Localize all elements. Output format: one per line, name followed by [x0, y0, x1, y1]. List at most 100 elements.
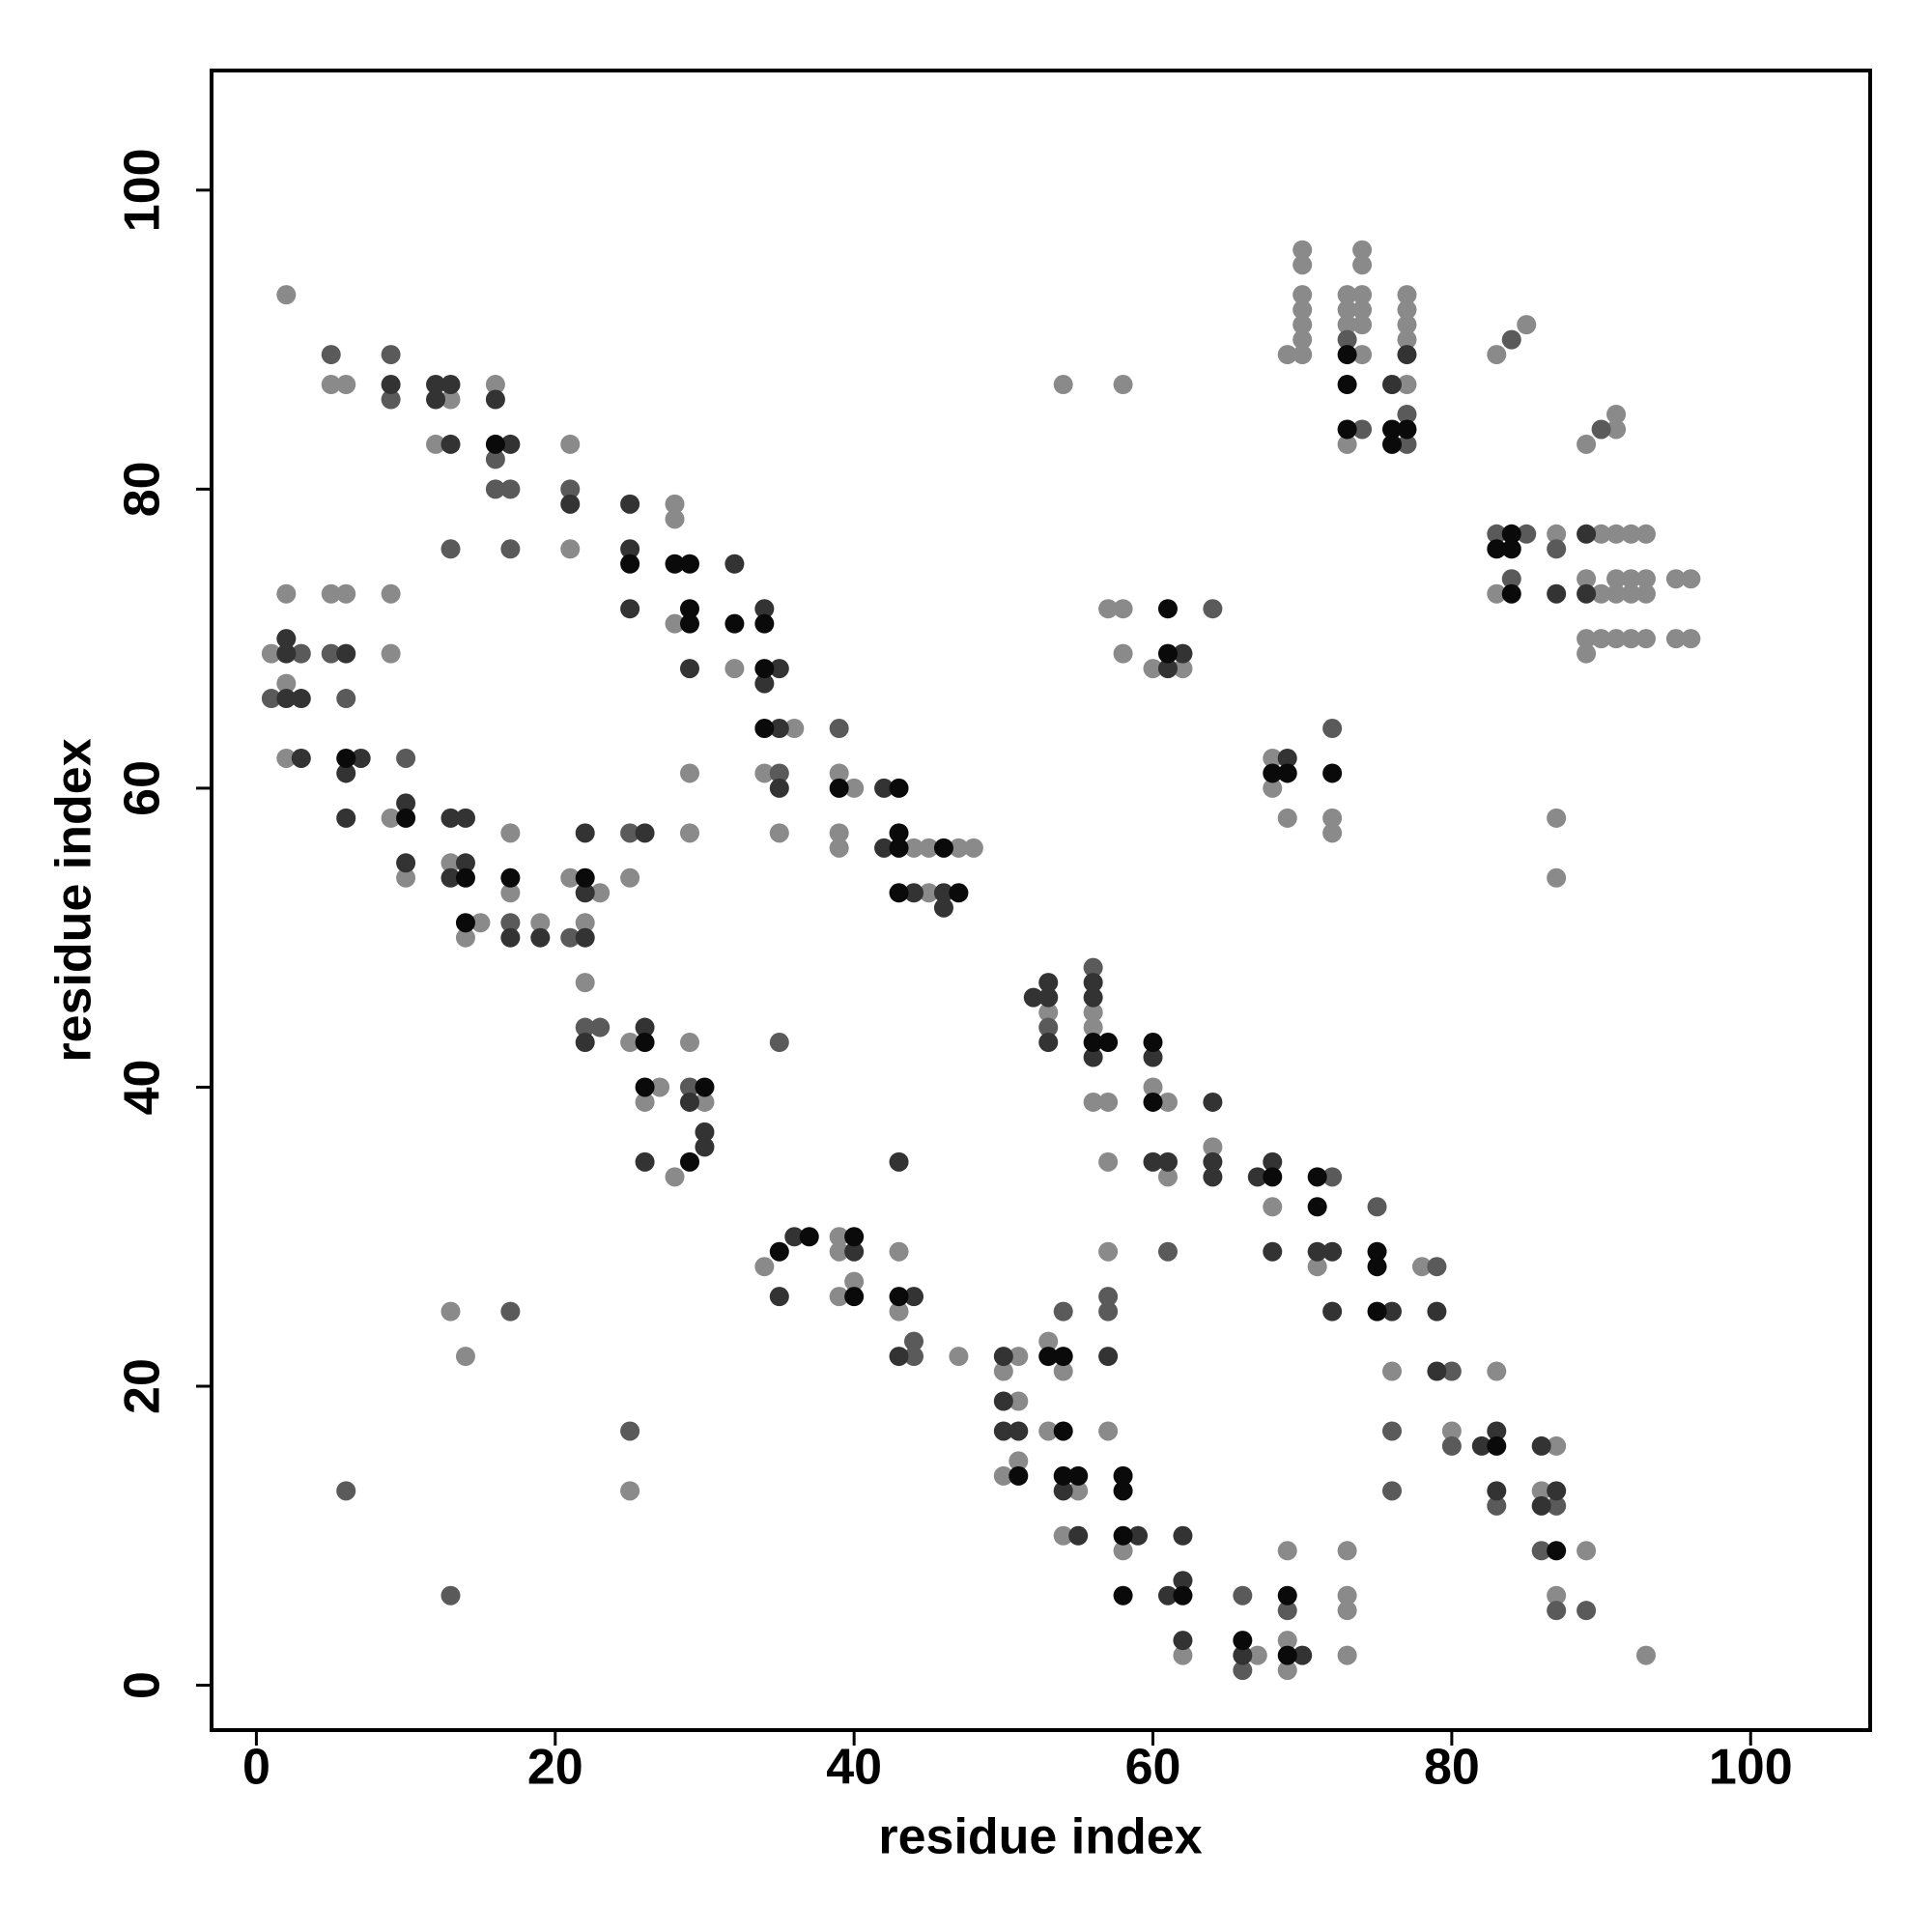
- point: [1098, 1347, 1119, 1367]
- point: [1382, 1301, 1403, 1321]
- point: [933, 897, 953, 918]
- point: [754, 673, 775, 694]
- point: [889, 1347, 909, 1367]
- point: [500, 434, 521, 454]
- point: [1277, 808, 1297, 828]
- point: [1517, 524, 1537, 544]
- point: [381, 375, 401, 395]
- point: [560, 434, 581, 454]
- point: [1277, 1601, 1297, 1621]
- point: [1277, 748, 1297, 768]
- point: [1501, 329, 1521, 350]
- point: [1053, 1347, 1073, 1367]
- point: [1098, 599, 1119, 619]
- point: [575, 883, 595, 903]
- point: [1322, 763, 1343, 783]
- point: [1277, 1645, 1297, 1665]
- point: [889, 1301, 909, 1321]
- point: [919, 838, 939, 858]
- point: [1322, 1301, 1343, 1321]
- point: [1023, 987, 1043, 1008]
- point: [1083, 973, 1103, 993]
- point: [1441, 1435, 1462, 1456]
- x-tick-label: 60: [1125, 1740, 1181, 1796]
- point: [665, 494, 685, 514]
- point: [919, 883, 939, 903]
- point: [1247, 1167, 1267, 1187]
- point: [754, 1257, 775, 1277]
- point: [1157, 1241, 1178, 1262]
- point: [485, 389, 505, 410]
- point: [1113, 1541, 1133, 1561]
- point: [1577, 643, 1597, 664]
- point: [889, 883, 909, 903]
- point: [1577, 569, 1597, 589]
- point: [889, 778, 909, 798]
- point: [575, 1017, 595, 1037]
- point: [1547, 539, 1567, 559]
- point: [754, 599, 775, 619]
- point: [695, 1077, 715, 1097]
- point: [1173, 1585, 1193, 1605]
- point: [500, 479, 521, 499]
- point: [665, 613, 685, 634]
- point: [560, 539, 581, 559]
- point: [455, 913, 475, 933]
- point: [560, 479, 581, 499]
- point: [784, 1227, 805, 1247]
- point: [949, 838, 969, 858]
- point: [904, 1331, 924, 1351]
- point: [381, 808, 401, 828]
- point: [1397, 285, 1417, 305]
- point: [1277, 763, 1297, 783]
- point: [769, 1287, 789, 1307]
- point: [724, 613, 745, 634]
- point: [1053, 375, 1073, 395]
- point: [1157, 643, 1178, 664]
- point: [1293, 255, 1313, 275]
- point: [1352, 419, 1373, 440]
- point: [1009, 1347, 1029, 1367]
- point: [874, 838, 895, 858]
- point: [1352, 315, 1373, 335]
- point: [829, 823, 849, 843]
- point: [1053, 1525, 1073, 1546]
- point: [1203, 1167, 1223, 1187]
- point: [1113, 599, 1133, 619]
- point: [1337, 315, 1357, 335]
- point: [1293, 240, 1313, 260]
- point: [1009, 1465, 1029, 1486]
- point: [1157, 1151, 1178, 1172]
- point: [575, 867, 595, 888]
- point: [1068, 1481, 1089, 1501]
- point: [1681, 569, 1701, 589]
- point: [1053, 1465, 1073, 1486]
- point: [336, 689, 356, 709]
- point: [1157, 659, 1178, 679]
- point: [1233, 1645, 1253, 1665]
- point: [1337, 1601, 1357, 1621]
- point: [440, 1585, 461, 1605]
- x-tick-label: 80: [1424, 1740, 1480, 1796]
- point: [276, 285, 297, 305]
- point: [665, 1167, 685, 1187]
- point: [889, 1287, 909, 1307]
- point: [575, 1033, 595, 1053]
- point: [291, 689, 311, 709]
- point: [635, 1077, 655, 1097]
- point: [1337, 1645, 1357, 1665]
- point: [1337, 419, 1357, 440]
- point: [933, 883, 953, 903]
- point: [1577, 583, 1597, 604]
- point: [1487, 1361, 1507, 1381]
- point: [1606, 419, 1627, 440]
- point: [1577, 629, 1597, 649]
- point: [1053, 1421, 1073, 1441]
- point: [1293, 299, 1313, 320]
- point: [560, 927, 581, 948]
- point: [844, 1241, 865, 1262]
- point: [485, 434, 505, 454]
- point: [1531, 1481, 1551, 1501]
- point: [769, 823, 789, 843]
